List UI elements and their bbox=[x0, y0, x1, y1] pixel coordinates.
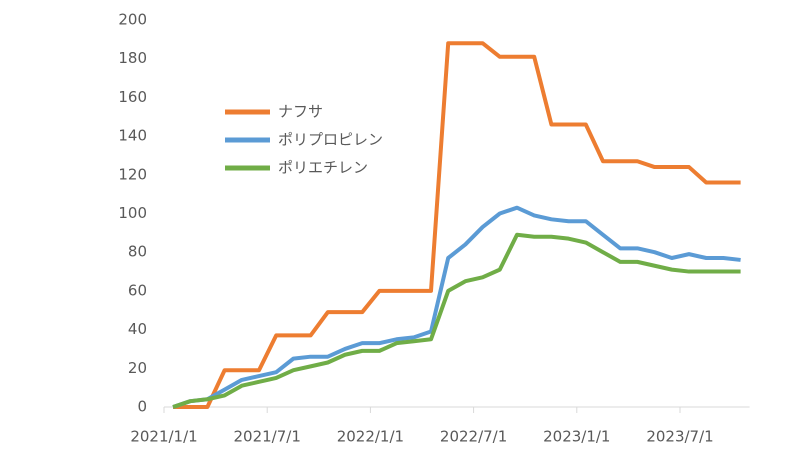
y-tick-label: 120 bbox=[118, 165, 147, 183]
y-tick-label: 200 bbox=[118, 11, 147, 29]
y-tick-label: 0 bbox=[137, 398, 147, 416]
series-line bbox=[172, 232, 741, 409]
x-tick-label: 2023/1/1 bbox=[543, 428, 610, 446]
x-tick-label: 2022/1/1 bbox=[337, 428, 404, 446]
y-tick-label: 100 bbox=[118, 204, 147, 222]
y-tick-label: 80 bbox=[128, 243, 147, 261]
y-tick-label: 60 bbox=[128, 281, 147, 299]
y-tick-label: 160 bbox=[118, 88, 147, 106]
x-tick-label: 2023/7/1 bbox=[646, 428, 713, 446]
y-tick-label: 140 bbox=[118, 127, 147, 145]
y-tick-label: 180 bbox=[118, 49, 147, 67]
series-line bbox=[173, 41, 741, 409]
legend-label: ナフサ bbox=[278, 103, 323, 121]
x-tick-label: 2021/7/1 bbox=[234, 428, 301, 446]
legend-label: ポリプロピレン bbox=[278, 131, 383, 149]
x-tick-label: 2021/1/1 bbox=[130, 428, 197, 446]
y-tick-label: 20 bbox=[128, 359, 147, 377]
legend-label: ポリエチレン bbox=[278, 159, 368, 177]
y-tick-label: 40 bbox=[128, 320, 147, 338]
series-line bbox=[172, 205, 741, 409]
x-tick-label: 2022/7/1 bbox=[440, 428, 507, 446]
